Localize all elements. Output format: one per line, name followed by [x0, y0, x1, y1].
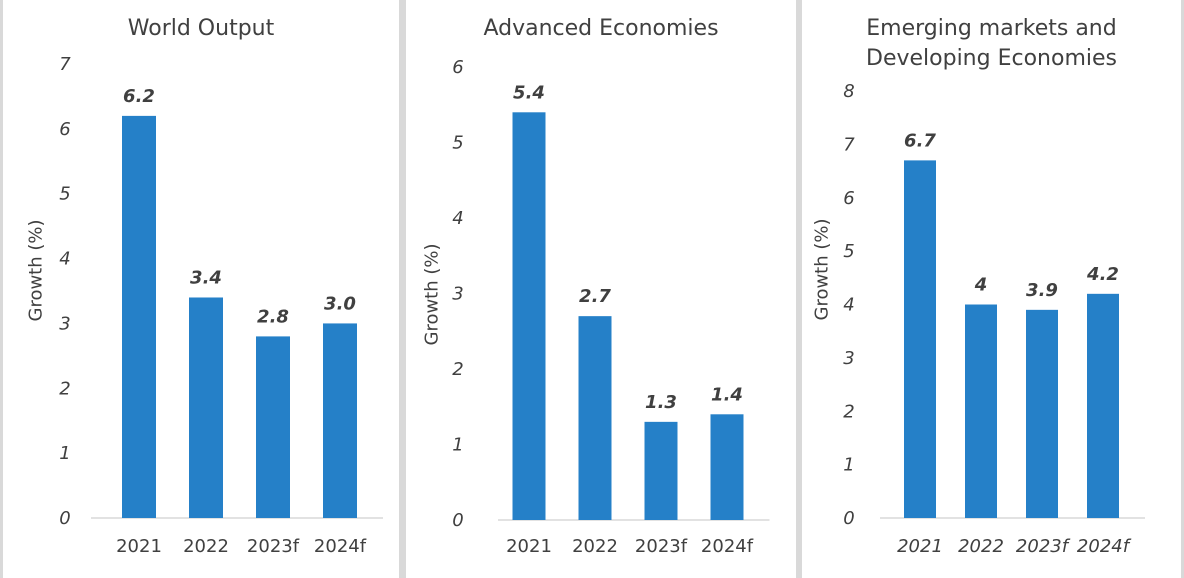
- y-tick-label: 3: [843, 348, 854, 369]
- x-tick-label: 2021: [506, 536, 552, 557]
- data-label: 2.7: [579, 286, 611, 307]
- y-tick-label: 8: [843, 81, 854, 102]
- data-label: 6.2: [123, 86, 155, 107]
- x-tick-label: 2023f: [635, 536, 688, 557]
- bar-chart-svg: 0 1 2 3 4 5 6 7 6.2 2021 3.4 2022 2.8 2023f 3.0 2024f: [59, 54, 383, 557]
- x-tick-label: 2024f: [1077, 536, 1132, 557]
- bar-2023f: [1026, 309, 1058, 518]
- data-label: 2.8: [257, 306, 289, 327]
- y-tick-label: 2: [843, 401, 854, 422]
- data-label: 4: [974, 275, 988, 296]
- bar-2021: [904, 160, 936, 518]
- y-tick-label: 6: [59, 119, 70, 140]
- y-tick-label: 0: [843, 508, 854, 529]
- y-tick-label: 2: [59, 378, 70, 399]
- y-tick-label: 1: [452, 435, 463, 456]
- y-tick-label: 4: [59, 249, 70, 270]
- chart-panel-world-output: World Output Growth (%) 0 1 2 3 4 5 6 7 6.2 2021 3…: [3, 0, 399, 578]
- y-tick-label: 6: [452, 57, 463, 78]
- data-label: 3.4: [190, 267, 222, 288]
- chart-title: Emerging markets and Developing Economie…: [866, 16, 1117, 71]
- y-tick-label: 7: [59, 54, 71, 75]
- y-tick-label: 5: [59, 184, 70, 205]
- bar-2023f: [644, 421, 678, 520]
- bar-chart-svg: 0 1 2 3 4 5 6 7 8 6.7 2021 4 2022 3.9 2023f 4.2 2024f: [843, 81, 1145, 557]
- bar-2022: [578, 316, 612, 520]
- data-label: 1.3: [645, 392, 677, 413]
- y-tick-label: 4: [843, 295, 854, 316]
- bar-2024f: [323, 323, 357, 518]
- x-tick-label: 2021: [897, 536, 943, 557]
- y-tick-label: 4: [452, 208, 463, 229]
- chart-title: World Output: [127, 16, 275, 41]
- chart-panel-advanced-economies: Advanced Economies Growth (%) 0 1 2 3 4 5 6 5.4…: [406, 0, 796, 578]
- data-label: 3.9: [1026, 280, 1058, 301]
- y-tick-label: 1: [59, 443, 70, 464]
- y-tick-label: 3: [59, 313, 70, 334]
- x-tick-label: 2024f: [314, 536, 367, 557]
- x-tick-label: 2024f: [701, 536, 754, 557]
- y-tick-label: 6: [843, 188, 854, 209]
- x-tick-label: 2022: [183, 536, 229, 557]
- y-tick-label: 0: [452, 510, 463, 531]
- x-tick-label: 2021: [116, 536, 162, 557]
- x-tick-label: 2022: [572, 536, 618, 557]
- y-tick-label: 2: [452, 359, 463, 380]
- y-tick-label: 0: [59, 508, 70, 529]
- x-tick-label: 2023f: [1016, 536, 1071, 557]
- bar-2022: [189, 297, 223, 518]
- x-tick-label: 2022: [958, 536, 1004, 557]
- chart-panel-emerging-markets: Emerging markets and Developing Economie…: [802, 0, 1181, 578]
- y-tick-label: 5: [452, 133, 463, 154]
- y-tick-label: 3: [452, 284, 463, 305]
- bar-2021: [512, 112, 546, 521]
- data-label: 3.0: [324, 293, 356, 314]
- bar-2023f: [256, 336, 290, 518]
- bar-2021: [122, 115, 156, 518]
- data-label: 6.7: [904, 130, 936, 151]
- bar-2022: [965, 304, 997, 518]
- data-label: 4.2: [1086, 264, 1119, 285]
- bar-2024f: [1087, 293, 1119, 518]
- x-tick-label: 2023f: [247, 536, 300, 557]
- y-tick-label: 1: [843, 455, 854, 476]
- data-label: 1.4: [711, 384, 743, 405]
- bar-2024f: [710, 414, 744, 520]
- y-tick-label: 7: [843, 134, 855, 155]
- bar-chart-svg: 0 1 2 3 4 5 6 5.4 2021 2.7 2022 1.3 2023f 1.4 2024f: [452, 57, 770, 557]
- data-label: 5.4: [513, 82, 545, 103]
- y-tick-label: 5: [843, 241, 854, 262]
- chart-title: Advanced Economies: [483, 16, 719, 41]
